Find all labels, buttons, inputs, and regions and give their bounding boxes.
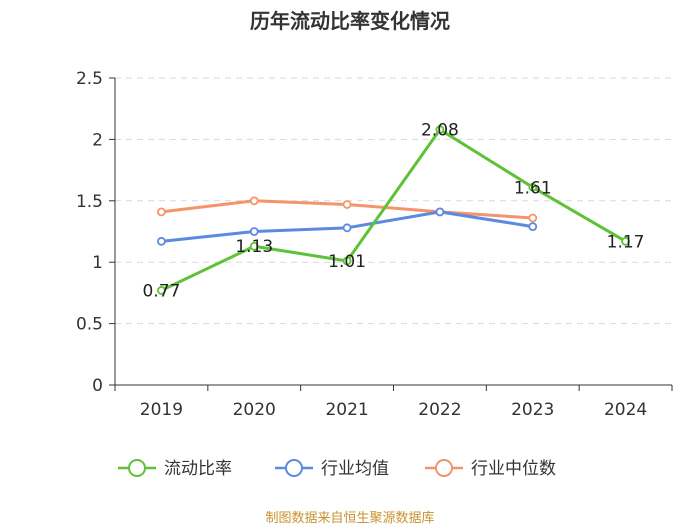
data-point[interactable]	[342, 256, 352, 266]
data-point[interactable]	[249, 196, 259, 206]
data-label: 2.08	[421, 121, 459, 141]
legend-label: 行业均值	[321, 459, 389, 479]
data-point[interactable]	[249, 241, 259, 251]
y-tick-label: 0.5	[76, 315, 103, 335]
data-label: 1.17	[607, 232, 645, 252]
y-tick-label: 2	[92, 130, 103, 150]
y-tick-label: 1.5	[76, 192, 103, 212]
legend[interactable]: 流动比率 行业均值 行业中位数	[118, 459, 556, 479]
data-point[interactable]	[342, 223, 352, 233]
legend-marker	[435, 459, 453, 477]
data-point[interactable]	[528, 213, 538, 223]
data-labels: 0.77 1.13 1.01 2.08 1.61 1.17	[142, 121, 644, 302]
legend-marker	[128, 459, 146, 477]
x-tick-label: 2022	[418, 400, 461, 420]
data-point[interactable]	[157, 207, 166, 217]
data-label: 1.13	[235, 237, 273, 257]
y-tick-label: 0	[92, 376, 103, 396]
data-point[interactable]	[249, 227, 259, 236]
series-layer	[157, 125, 630, 295]
grid-lines	[115, 77, 672, 325]
source-note: 制图数据来自恒生聚源数据库	[265, 510, 434, 525]
data-point[interactable]	[435, 125, 445, 134]
y-tick-label: 1	[92, 253, 103, 273]
y-tick-label: 2.5	[76, 69, 103, 89]
legend-label: 流动比率	[164, 459, 232, 479]
data-point[interactable]	[157, 236, 166, 246]
data-point[interactable]	[621, 236, 630, 246]
data-label: 1.01	[328, 252, 366, 272]
legend-item-1[interactable]: 行业均值	[275, 459, 389, 479]
data-label: 0.77	[142, 281, 180, 301]
legend-label: 行业中位数	[471, 459, 556, 479]
x-tick-label: 2020	[233, 400, 276, 420]
data-label: 1.61	[514, 178, 552, 198]
data-point[interactable]	[157, 286, 166, 295]
data-point[interactable]	[342, 200, 352, 209]
legend-item-2[interactable]: 行业中位数	[425, 459, 556, 479]
legend-marker	[285, 459, 303, 477]
x-tick-label: 2023	[511, 400, 554, 420]
axes: 0 0.5 1 1.5 2 2.5 2019 2020 2021 2022 2023 2024	[76, 69, 673, 420]
legend-item-0[interactable]: 流动比率	[118, 459, 232, 479]
chart-title: 历年流动比率变化情况	[250, 9, 450, 33]
x-tick-label: 2019	[140, 400, 183, 420]
data-point[interactable]	[528, 182, 538, 192]
data-point[interactable]	[528, 222, 538, 231]
data-point[interactable]	[435, 207, 445, 217]
x-tick-label: 2024	[604, 400, 647, 420]
series-line-0	[159, 128, 628, 292]
x-tick-label: 2021	[325, 400, 368, 420]
